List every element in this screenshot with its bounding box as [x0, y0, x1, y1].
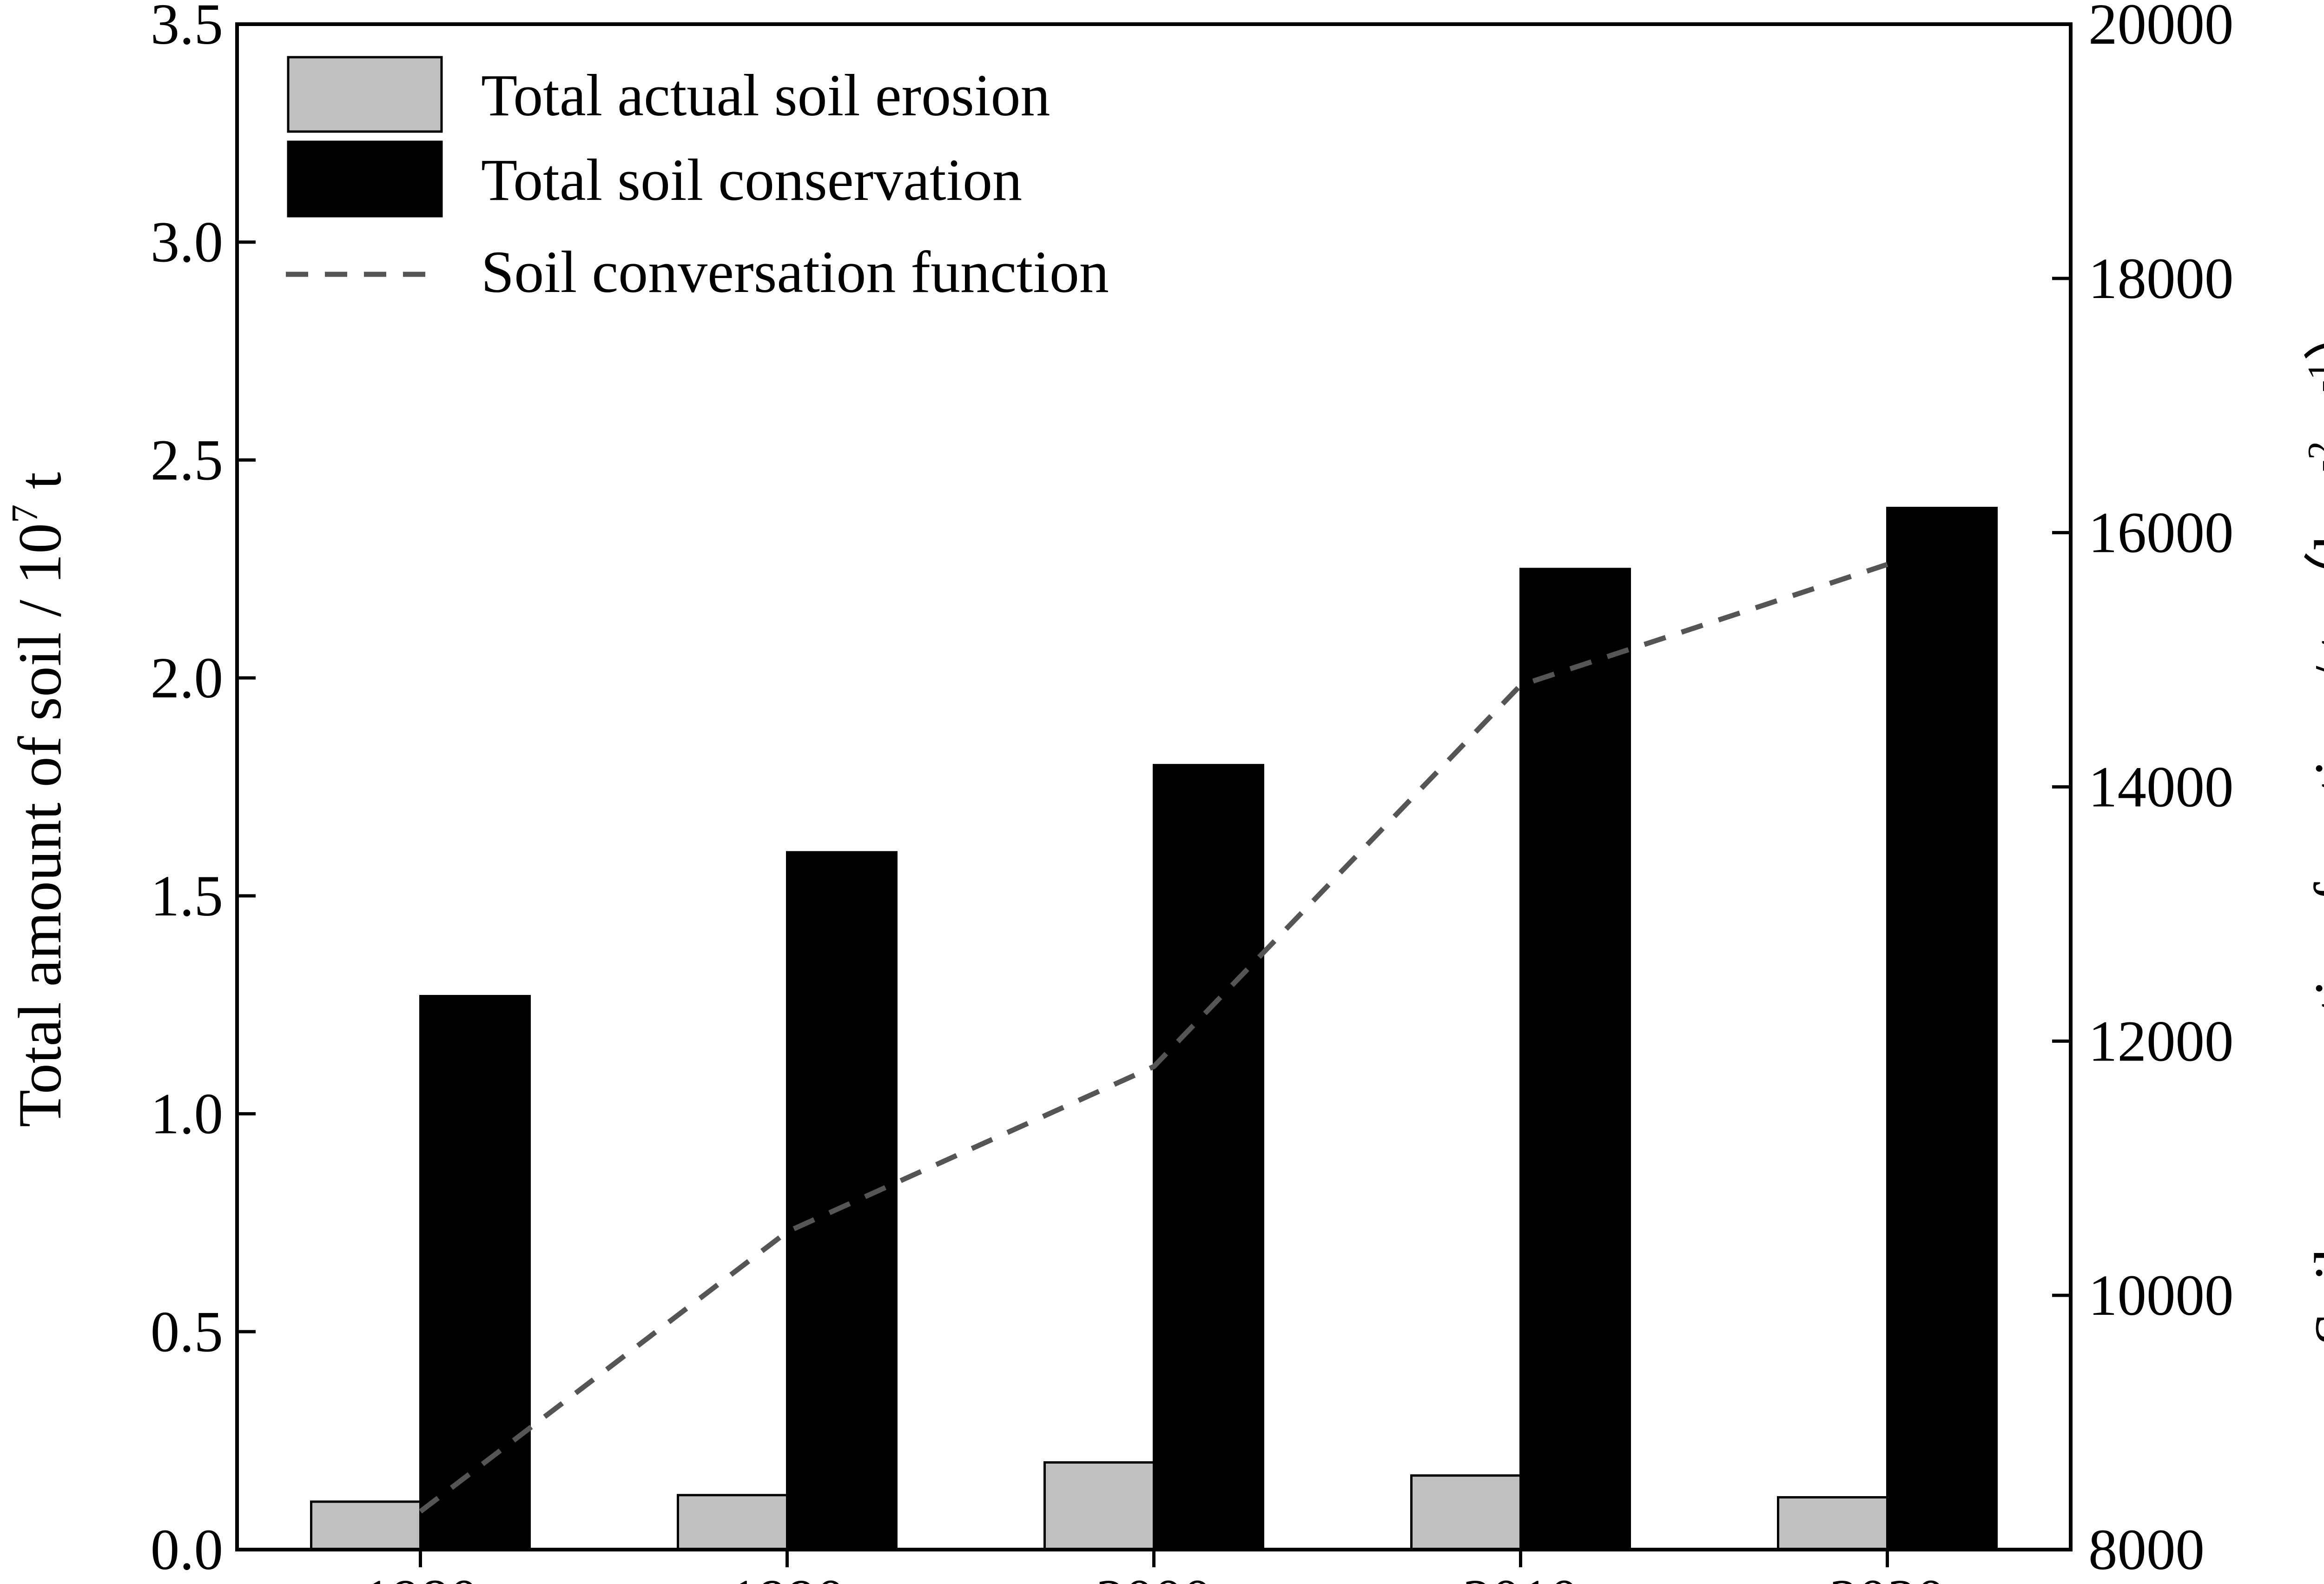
bar-erosion-2000	[1043, 1461, 1155, 1551]
x-tick-label: 2020	[1829, 1568, 1946, 1584]
legend-swatch-erosion	[287, 56, 443, 133]
left-axis-title: Total amount of soil / 107 t	[5, 472, 74, 1127]
right-tick-label: 18000	[2088, 247, 2234, 311]
bar-conservation-2020	[1886, 507, 1998, 1551]
right-tick-label: 16000	[2088, 501, 2234, 565]
right-tick-label: 14000	[2088, 756, 2234, 820]
bar-erosion-2010	[1410, 1474, 1522, 1551]
left-tick-label: 2.0	[151, 646, 223, 710]
left-tick-label: 0.5	[151, 1300, 223, 1364]
left-tick-label: 1.0	[151, 1082, 223, 1147]
right-tick-label: 8000	[2088, 1518, 2205, 1582]
conservation-bars	[419, 507, 1998, 1551]
bar-conservation-1980	[419, 994, 531, 1551]
legend-label-function: Soil conversation function	[481, 239, 1109, 305]
left-tick-label: 1.5	[151, 864, 223, 928]
left-axis-ticks: 0.0 0.5 1.0 1.5 2.0 2.5 3.0 3.5	[151, 0, 256, 1582]
erosion-bars	[310, 1461, 1888, 1551]
bar-conservation-2000	[1153, 764, 1264, 1551]
legend-label-conservation: Total soil conservation	[481, 147, 1022, 213]
left-tick-label: 0.0	[151, 1518, 223, 1582]
x-tick-label: 1980	[363, 1568, 479, 1584]
bar-erosion-1980	[310, 1500, 422, 1551]
right-tick-label: 20000	[2088, 0, 2234, 57]
x-tick-label: 2010	[1463, 1568, 1579, 1584]
bar-erosion-1990	[677, 1494, 788, 1551]
bar-conservation-2010	[1519, 568, 1631, 1551]
legend-label-erosion: Total actual soil erosion	[481, 62, 1050, 128]
right-axis-title: Soil conversation function / t•（km-2•a-1…	[2301, 300, 2324, 1345]
right-axis-ticks: 8000 10000 12000 14000 16000 18000 20000	[2052, 0, 2234, 1582]
bar-erosion-2020	[1777, 1496, 1888, 1551]
x-tick-label: 1990	[729, 1568, 845, 1584]
legend-swatch-conservation	[287, 140, 443, 218]
x-tick-label: 2000	[1096, 1568, 1212, 1584]
left-tick-label: 3.5	[151, 0, 223, 57]
right-tick-label: 12000	[2088, 1009, 2234, 1074]
bar-conservation-1990	[786, 851, 898, 1551]
series-line-soil-conversation-function	[419, 562, 1888, 1514]
legend: Total actual soil erosion Total soil con…	[286, 56, 1109, 305]
x-axis-ticks: 1980 1990 2000 2010 2020	[363, 1550, 1946, 1584]
left-tick-label: 2.5	[151, 428, 223, 492]
left-tick-label: 3.0	[151, 211, 223, 275]
right-tick-label: 10000	[2088, 1264, 2234, 1328]
